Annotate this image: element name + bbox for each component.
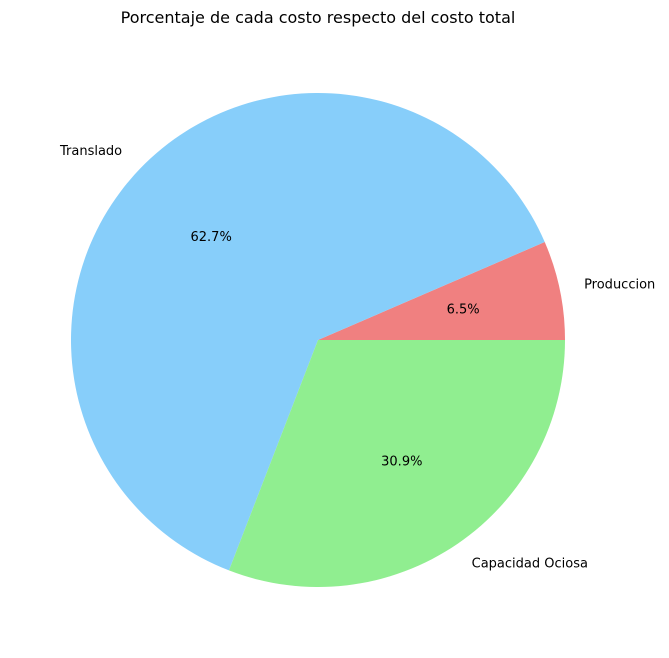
slice-percent-capacidad-ociosa: 30.9% [381, 455, 422, 470]
slice-label-produccion: Produccion [584, 277, 655, 292]
pie-slices [71, 93, 566, 587]
slice-label-capacidad-ociosa: Capacidad Ociosa [472, 557, 588, 572]
pie-slice-produccion [318, 241, 565, 340]
pie-slice-translado [71, 93, 545, 571]
slice-label-translado: Translado [59, 144, 122, 159]
slice-percent-produccion: 6.5% [447, 302, 480, 317]
slice-percent-translado: 62.7% [191, 230, 232, 245]
chart-title: Porcentaje de cada costo respecto del co… [121, 8, 516, 27]
pie-slice-capacidad-ociosa [228, 340, 566, 587]
pie-labels: Produccion 6.5% Translado 62.7% Capacidad Oc… [59, 144, 655, 571]
